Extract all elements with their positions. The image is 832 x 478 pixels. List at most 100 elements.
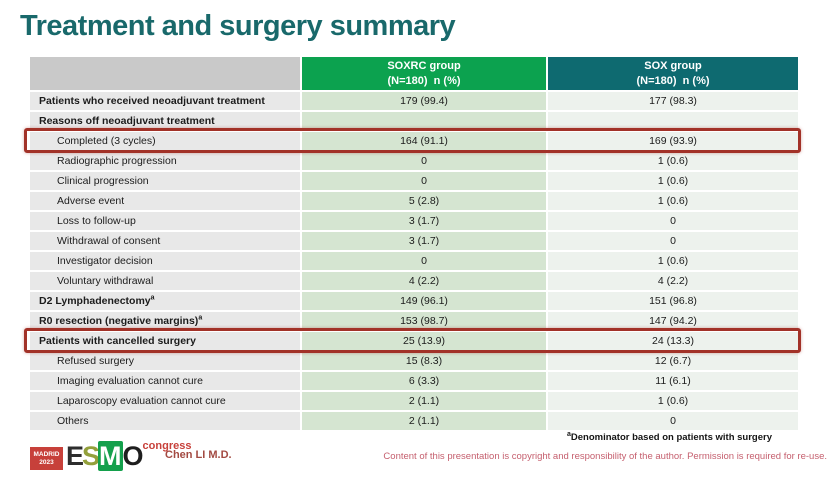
soxrc-value-cell: 2 (1.1) [302, 392, 546, 410]
table-row: Clinical progression 0 1 (0.6) [30, 172, 798, 190]
soxrc-value-cell: 164 (91.1) [302, 132, 546, 150]
row-label-cell: Laparoscopy evaluation cannot cure [30, 392, 300, 410]
soxrc-value-cell: 179 (99.4) [302, 92, 546, 110]
soxrc-value-cell: 2 (1.1) [302, 412, 546, 430]
sox-value-cell: 1 (0.6) [548, 152, 798, 170]
congress-label: congress [142, 440, 192, 452]
row-label: D2 Lymphadenectomya [39, 294, 155, 308]
summary-table: SOXRC group (N=180) n (%) SOX group (N=1… [24, 57, 801, 432]
row-label: Imaging evaluation cannot cure [57, 375, 203, 387]
sox-value-cell: 1 (0.6) [548, 172, 798, 190]
footnote: aDenominator based on patients with surg… [566, 430, 772, 443]
row-label-cell: Patients with cancelled surgery [30, 332, 300, 350]
column-header-sox: SOX group (N=180) n (%) [548, 57, 798, 90]
table-row: Laparoscopy evaluation cannot cure 2 (1.… [30, 392, 798, 410]
table-row: Others 2 (1.1) 0 [30, 412, 798, 430]
column-header-sox-line2: (N=180) n (%) [636, 74, 710, 87]
sox-value-cell: 147 (94.2) [548, 312, 798, 330]
row-label-cell: Others [30, 412, 300, 430]
row-label-cell: Clinical progression [30, 172, 300, 190]
soxrc-value-cell: 6 (3.3) [302, 372, 546, 390]
soxrc-value-cell: 0 [302, 252, 546, 270]
page-title: Treatment and surgery summary [20, 10, 456, 42]
sox-value-cell: 11 (6.1) [548, 372, 798, 390]
sox-value-cell: 1 (0.6) [548, 192, 798, 210]
esmo-wordmark: ESMO [66, 441, 144, 471]
column-header-soxrc: SOXRC group (N=180) n (%) [302, 57, 546, 90]
row-header-spacer [30, 57, 300, 90]
esmo-congress-logo: MADRID 2023 ESMO congress [30, 439, 192, 471]
table-row: Refused surgery 15 (8.3) 12 (6.7) [30, 352, 798, 370]
soxrc-value-cell [302, 112, 546, 130]
row-label: Voluntary withdrawal [57, 275, 154, 287]
row-label: Refused surgery [57, 355, 135, 367]
soxrc-value-cell: 25 (13.9) [302, 332, 546, 350]
soxrc-value-cell: 4 (2.2) [302, 272, 546, 290]
sox-value-cell [548, 112, 798, 130]
table-row: Completed (3 cycles) 164 (91.1) 169 (93.… [30, 132, 798, 150]
table-row: R0 resection (negative margins)a 153 (98… [30, 312, 798, 330]
copyright-note: Content of this presentation is copyrigh… [383, 451, 827, 462]
sox-value-cell: 0 [548, 412, 798, 430]
row-label: Laparoscopy evaluation cannot cure [57, 395, 226, 407]
sox-value-cell: 1 (0.6) [548, 392, 798, 410]
sox-value-cell: 4 (2.2) [548, 272, 798, 290]
row-label-cell: Reasons off neoadjuvant treatment [30, 112, 300, 130]
footnote-text: Denominator based on patients with surge… [570, 432, 772, 443]
table-header-row: SOXRC group (N=180) n (%) SOX group (N=1… [30, 57, 798, 90]
row-label-cell: Refused surgery [30, 352, 300, 370]
table-row: Patients with cancelled surgery 25 (13.9… [30, 332, 798, 350]
soxrc-value-cell: 5 (2.8) [302, 192, 546, 210]
madrid-2023-badge: MADRID 2023 [30, 447, 63, 470]
row-label-cell: Loss to follow-up [30, 212, 300, 230]
row-label-cell: R0 resection (negative margins)a [30, 312, 300, 330]
sox-value-cell: 177 (98.3) [548, 92, 798, 110]
row-label: R0 resection (negative margins)a [39, 314, 203, 328]
row-label-cell: Voluntary withdrawal [30, 272, 300, 290]
sox-value-cell: 151 (96.8) [548, 292, 798, 310]
sox-value-cell: 24 (13.3) [548, 332, 798, 350]
row-label: Investigator decision [57, 255, 153, 267]
column-header-sox-line1: SOX group [644, 60, 702, 73]
sox-value-cell: 0 [548, 232, 798, 250]
soxrc-value-cell: 153 (98.7) [302, 312, 546, 330]
soxrc-value-cell: 3 (1.7) [302, 212, 546, 230]
row-label: Radiographic progression [57, 155, 177, 167]
row-label-cell: Investigator decision [30, 252, 300, 270]
row-label-cell: Imaging evaluation cannot cure [30, 372, 300, 390]
table-row: Reasons off neoadjuvant treatment [30, 112, 798, 130]
row-label-cell: Radiographic progression [30, 152, 300, 170]
row-label: Patients with cancelled surgery [39, 335, 196, 347]
row-label: Patients who received neoadjuvant treatm… [39, 95, 265, 107]
soxrc-value-cell: 0 [302, 152, 546, 170]
sox-value-cell: 169 (93.9) [548, 132, 798, 150]
table-row: Imaging evaluation cannot cure 6 (3.3) 1… [30, 372, 798, 390]
column-header-soxrc-line2: (N=180) n (%) [387, 74, 461, 87]
logo-city: MADRID [33, 450, 60, 458]
column-header-soxrc-line1: SOXRC group [387, 60, 461, 73]
table-row: Loss to follow-up 3 (1.7) 0 [30, 212, 798, 230]
soxrc-value-cell: 3 (1.7) [302, 232, 546, 250]
table-row: Radiographic progression 0 1 (0.6) [30, 152, 798, 170]
row-label: Withdrawal of consent [57, 235, 161, 247]
table-body: Patients who received neoadjuvant treatm… [30, 92, 798, 430]
row-label: Others [57, 415, 89, 427]
sox-value-cell: 12 (6.7) [548, 352, 798, 370]
sox-value-cell: 1 (0.6) [548, 252, 798, 270]
table-row: Patients who received neoadjuvant treatm… [30, 92, 798, 110]
row-label-cell: Patients who received neoadjuvant treatm… [30, 92, 300, 110]
soxrc-value-cell: 149 (96.1) [302, 292, 546, 310]
row-label: Adverse event [57, 195, 125, 207]
footnote-superscript: a [566, 430, 571, 438]
soxrc-value-cell: 15 (8.3) [302, 352, 546, 370]
table-row: Investigator decision 0 1 (0.6) [30, 252, 798, 270]
soxrc-value-cell: 0 [302, 172, 546, 190]
row-label: Loss to follow-up [57, 215, 136, 227]
row-label-cell: D2 Lymphadenectomya [30, 292, 300, 310]
logo-year: 2023 [39, 458, 54, 466]
row-label-cell: Withdrawal of consent [30, 232, 300, 250]
presenter-name: Chen LI M.D. [165, 449, 232, 461]
sox-value-cell: 0 [548, 212, 798, 230]
row-label: Completed (3 cycles) [57, 135, 156, 147]
